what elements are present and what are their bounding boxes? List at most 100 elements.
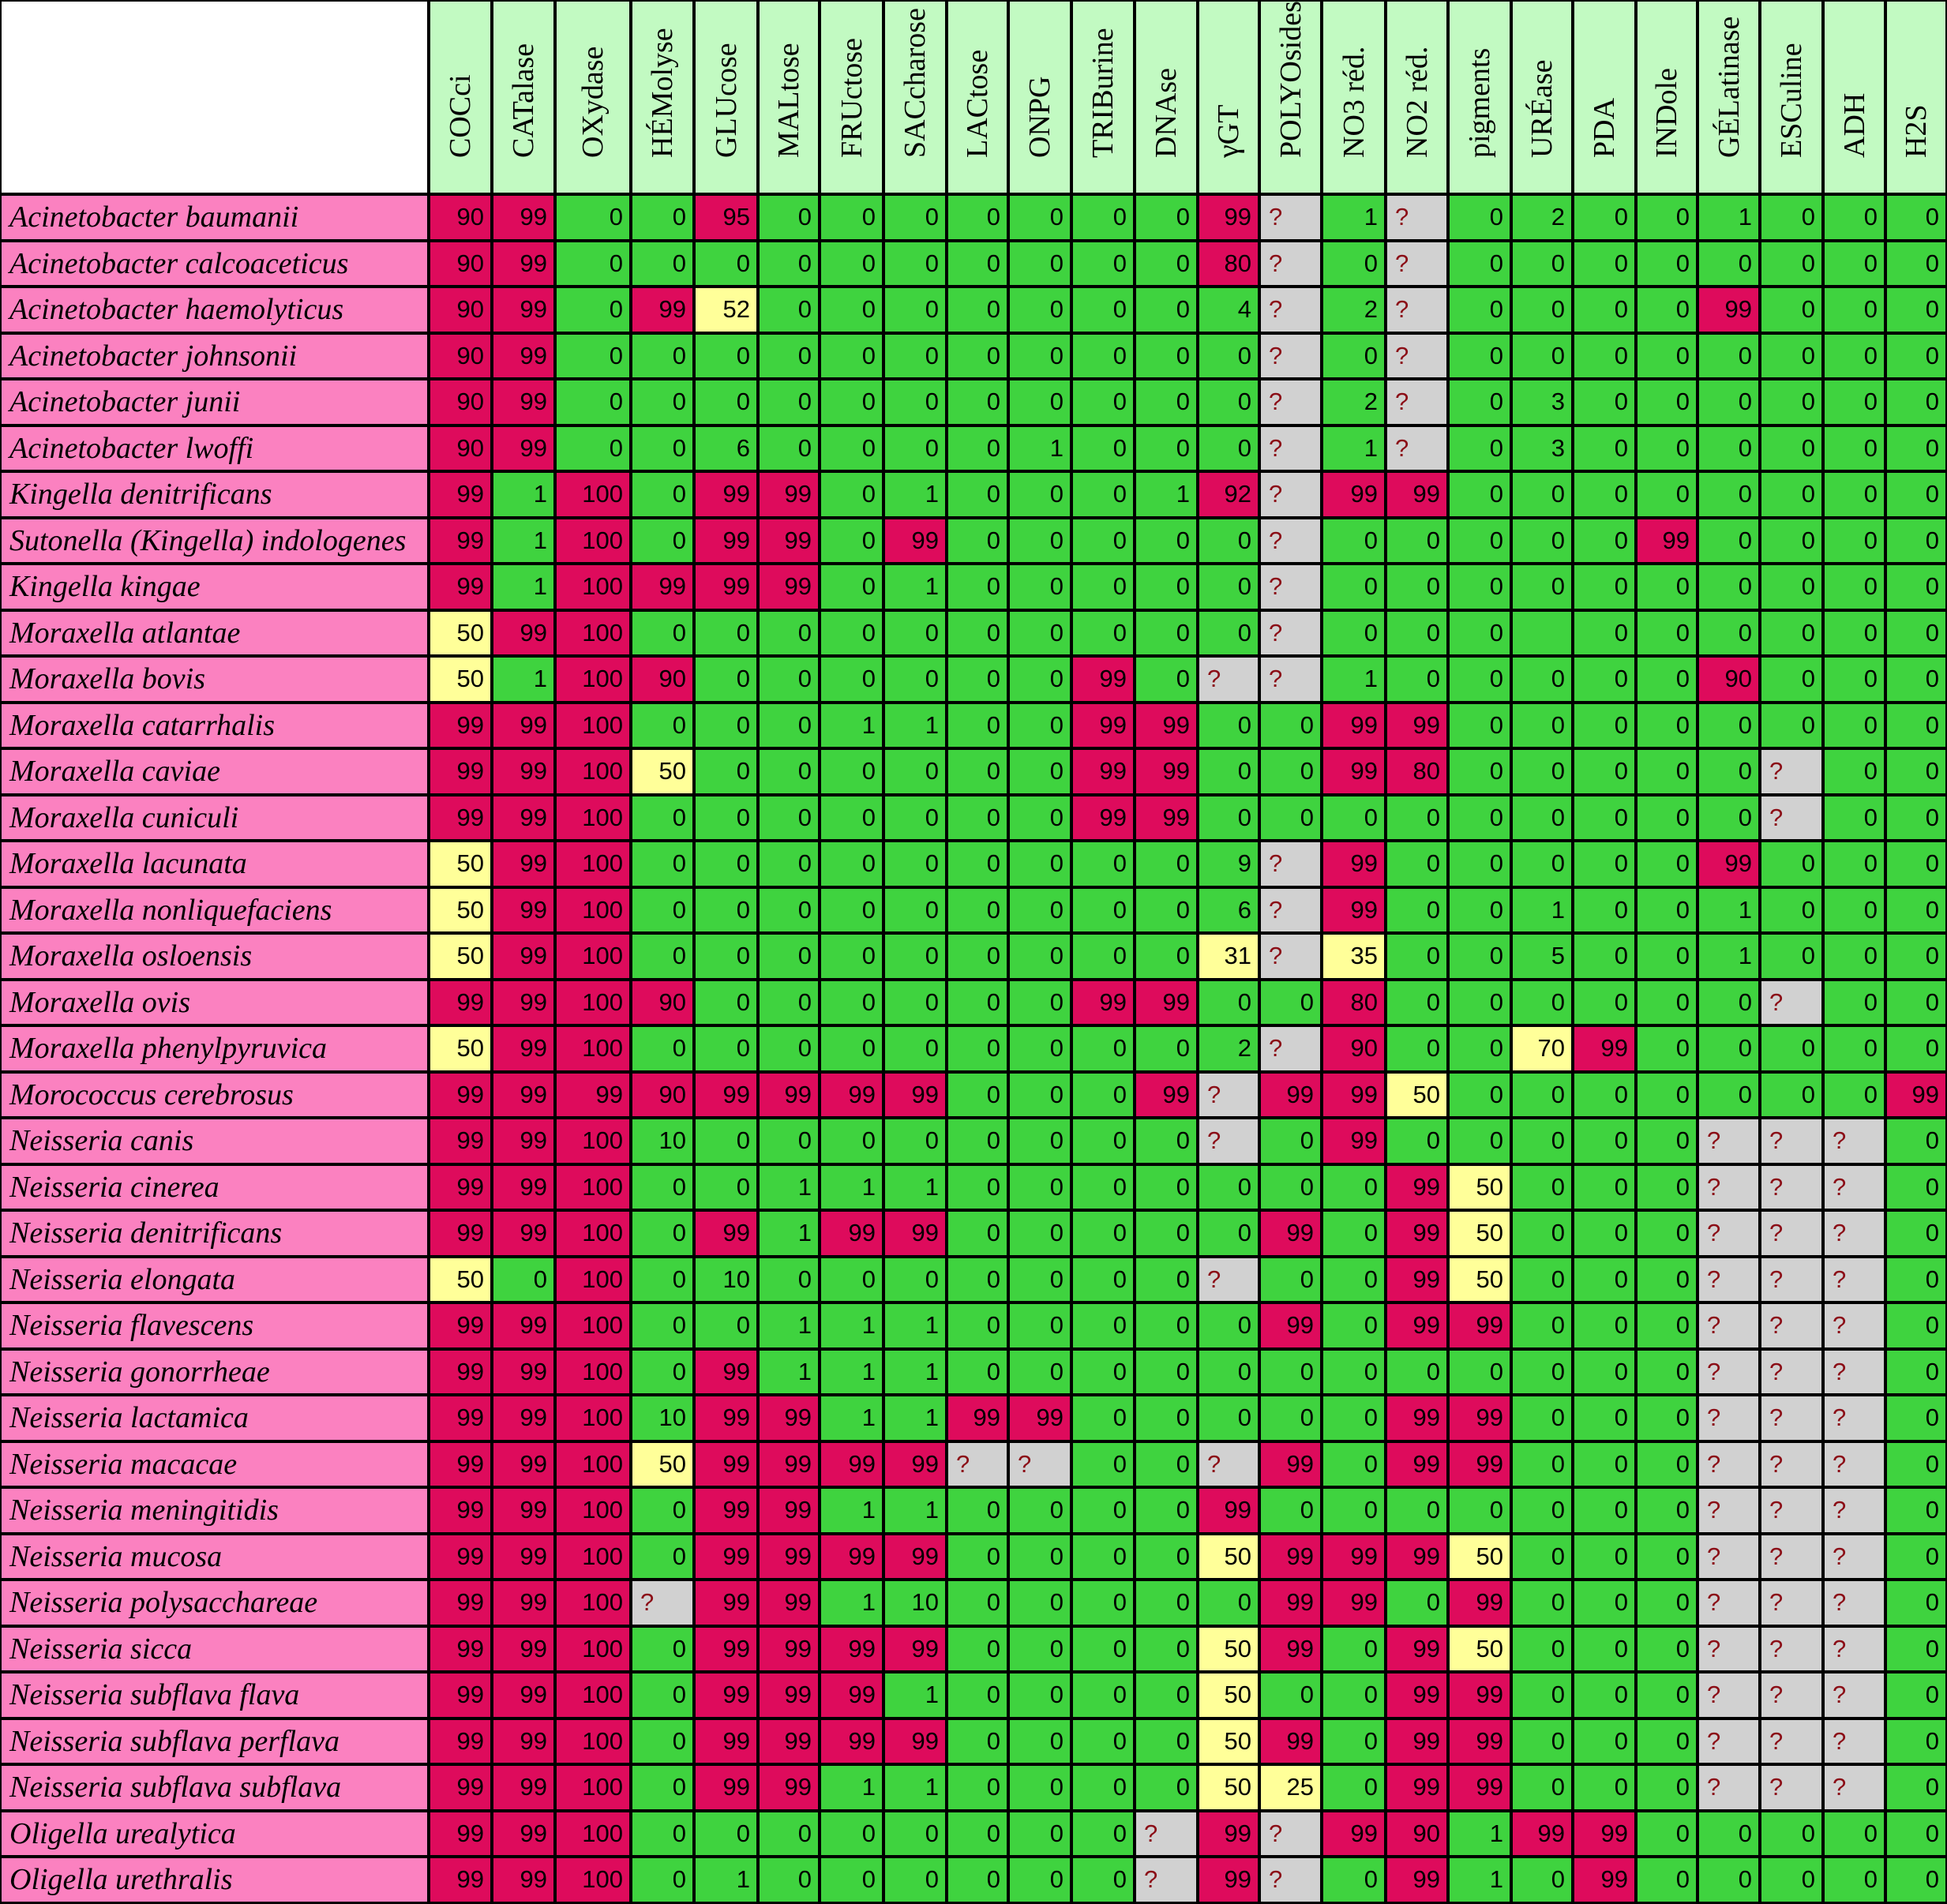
result-cell: 0 xyxy=(1199,1396,1258,1440)
column-header: ADH xyxy=(1825,2,1884,193)
result-cell: 0 xyxy=(760,1858,818,1902)
result-cell: 0 xyxy=(948,1212,1007,1255)
result-cell: 0 xyxy=(1323,519,1384,562)
column-header-label: POLYOsides xyxy=(1274,2,1307,158)
result-cell: 0 xyxy=(1450,935,1510,978)
column-header: GLUcose xyxy=(696,2,756,193)
result-cell: 99 xyxy=(696,1581,756,1625)
result-cell: ? xyxy=(1136,1812,1196,1855)
result-cell: 0 xyxy=(1887,1766,1945,1809)
result-cell: 1 xyxy=(885,1350,945,1393)
species-name: Neisseria flavescens xyxy=(2,1304,427,1347)
result-cell: 90 xyxy=(430,242,490,285)
result-cell: 0 xyxy=(1513,703,1571,747)
species-name: Neisseria meningitidis xyxy=(2,1489,427,1532)
result-cell: 0 xyxy=(885,196,945,239)
result-cell: 0 xyxy=(1574,1535,1634,1578)
result-cell: 0 xyxy=(760,1119,818,1163)
result-cell: 92 xyxy=(1199,473,1258,516)
result-cell: 0 xyxy=(1825,565,1884,609)
column-header: CATalase xyxy=(493,2,553,193)
result-cell: 80 xyxy=(1199,242,1258,285)
species-name: Neisseria macacae xyxy=(2,1442,427,1486)
result-cell: 0 xyxy=(1699,1858,1758,1902)
result-cell: 0 xyxy=(632,196,692,239)
result-cell: 99 xyxy=(1136,703,1196,747)
result-cell: ? xyxy=(1261,565,1320,609)
result-cell: 0 xyxy=(760,380,818,424)
result-cell: 0 xyxy=(1323,1165,1384,1209)
result-cell: 0 xyxy=(1010,703,1070,747)
result-cell: 0 xyxy=(1136,658,1196,701)
result-cell: 0 xyxy=(1887,935,1945,978)
column-header: NO3 réd. xyxy=(1323,2,1384,193)
result-cell: 1 xyxy=(493,658,553,701)
result-cell: ? xyxy=(1699,1304,1758,1347)
result-cell: 99 xyxy=(1261,1442,1320,1486)
result-cell: 35 xyxy=(1323,935,1384,978)
species-name: Moraxella catarrhalis xyxy=(2,703,427,747)
result-cell: 99 xyxy=(1387,1212,1446,1255)
result-cell: 0 xyxy=(632,1212,692,1255)
result-cell: 0 xyxy=(1887,1489,1945,1532)
result-cell: 99 xyxy=(760,1396,818,1440)
result-cell: 0 xyxy=(1699,1073,1758,1116)
result-cell: 99 xyxy=(1323,750,1384,793)
result-cell: 99 xyxy=(1073,703,1133,747)
result-cell: 99 xyxy=(1136,750,1196,793)
result-cell: 0 xyxy=(1136,1304,1196,1347)
result-cell: 99 xyxy=(493,1165,553,1209)
result-cell: 0 xyxy=(1073,1119,1133,1163)
column-header-label: pigments xyxy=(1463,47,1496,158)
result-cell: 0 xyxy=(1323,565,1384,609)
result-cell: 0 xyxy=(1387,611,1446,654)
result-cell: 0 xyxy=(696,334,756,377)
result-cell: 0 xyxy=(1761,935,1821,978)
result-cell: ? xyxy=(1761,1304,1821,1347)
result-cell: 0 xyxy=(1638,288,1696,332)
result-cell: 99 xyxy=(430,1396,490,1440)
result-cell: ? xyxy=(1699,1119,1758,1163)
species-name: Moraxella bovis xyxy=(2,658,427,701)
result-cell: 0 xyxy=(1010,842,1070,886)
result-cell: 0 xyxy=(1010,1350,1070,1393)
result-cell: 0 xyxy=(632,1027,692,1070)
result-cell: 0 xyxy=(1073,1212,1133,1255)
result-cell: ? xyxy=(1261,1812,1320,1855)
result-cell: 0 xyxy=(760,611,818,654)
result-cell: ? xyxy=(1136,1858,1196,1902)
result-cell: 0 xyxy=(1825,703,1884,747)
result-cell: 0 xyxy=(1073,935,1133,978)
result-cell: 0 xyxy=(760,1257,818,1301)
result-cell: ? xyxy=(1825,1627,1884,1670)
result-cell: 0 xyxy=(1761,1858,1821,1902)
result-cell: 0 xyxy=(1638,796,1696,839)
result-cell: 0 xyxy=(1136,242,1196,285)
result-cell: 0 xyxy=(1010,1858,1070,1902)
result-cell: 0 xyxy=(948,1119,1007,1163)
result-cell: 99 xyxy=(430,1719,490,1763)
result-cell: 0 xyxy=(1887,1350,1945,1393)
result-cell: 99 xyxy=(1387,1673,1446,1717)
result-cell: 0 xyxy=(1073,196,1133,239)
result-cell: 0 xyxy=(1261,796,1320,839)
result-cell: 99 xyxy=(696,1350,756,1393)
result-cell: 0 xyxy=(1136,426,1196,470)
result-cell: 99 xyxy=(885,519,945,562)
result-cell: 0 xyxy=(1574,1165,1634,1209)
column-header: INDole xyxy=(1638,2,1696,193)
result-cell: ? xyxy=(1825,1119,1884,1163)
result-cell: 99 xyxy=(1387,703,1446,747)
result-cell: 0 xyxy=(821,196,882,239)
species-name: Neisseria polysacchareae xyxy=(2,1581,427,1625)
result-cell: 2 xyxy=(1199,1027,1258,1070)
result-cell: 90 xyxy=(1387,1812,1446,1855)
result-cell: 0 xyxy=(948,842,1007,886)
result-cell: ? xyxy=(1261,426,1320,470)
column-header: URÉase xyxy=(1513,2,1571,193)
result-cell: 0 xyxy=(1887,1027,1945,1070)
result-cell: 100 xyxy=(557,703,629,747)
result-cell: 0 xyxy=(1638,1257,1696,1301)
result-cell: 1 xyxy=(821,703,882,747)
